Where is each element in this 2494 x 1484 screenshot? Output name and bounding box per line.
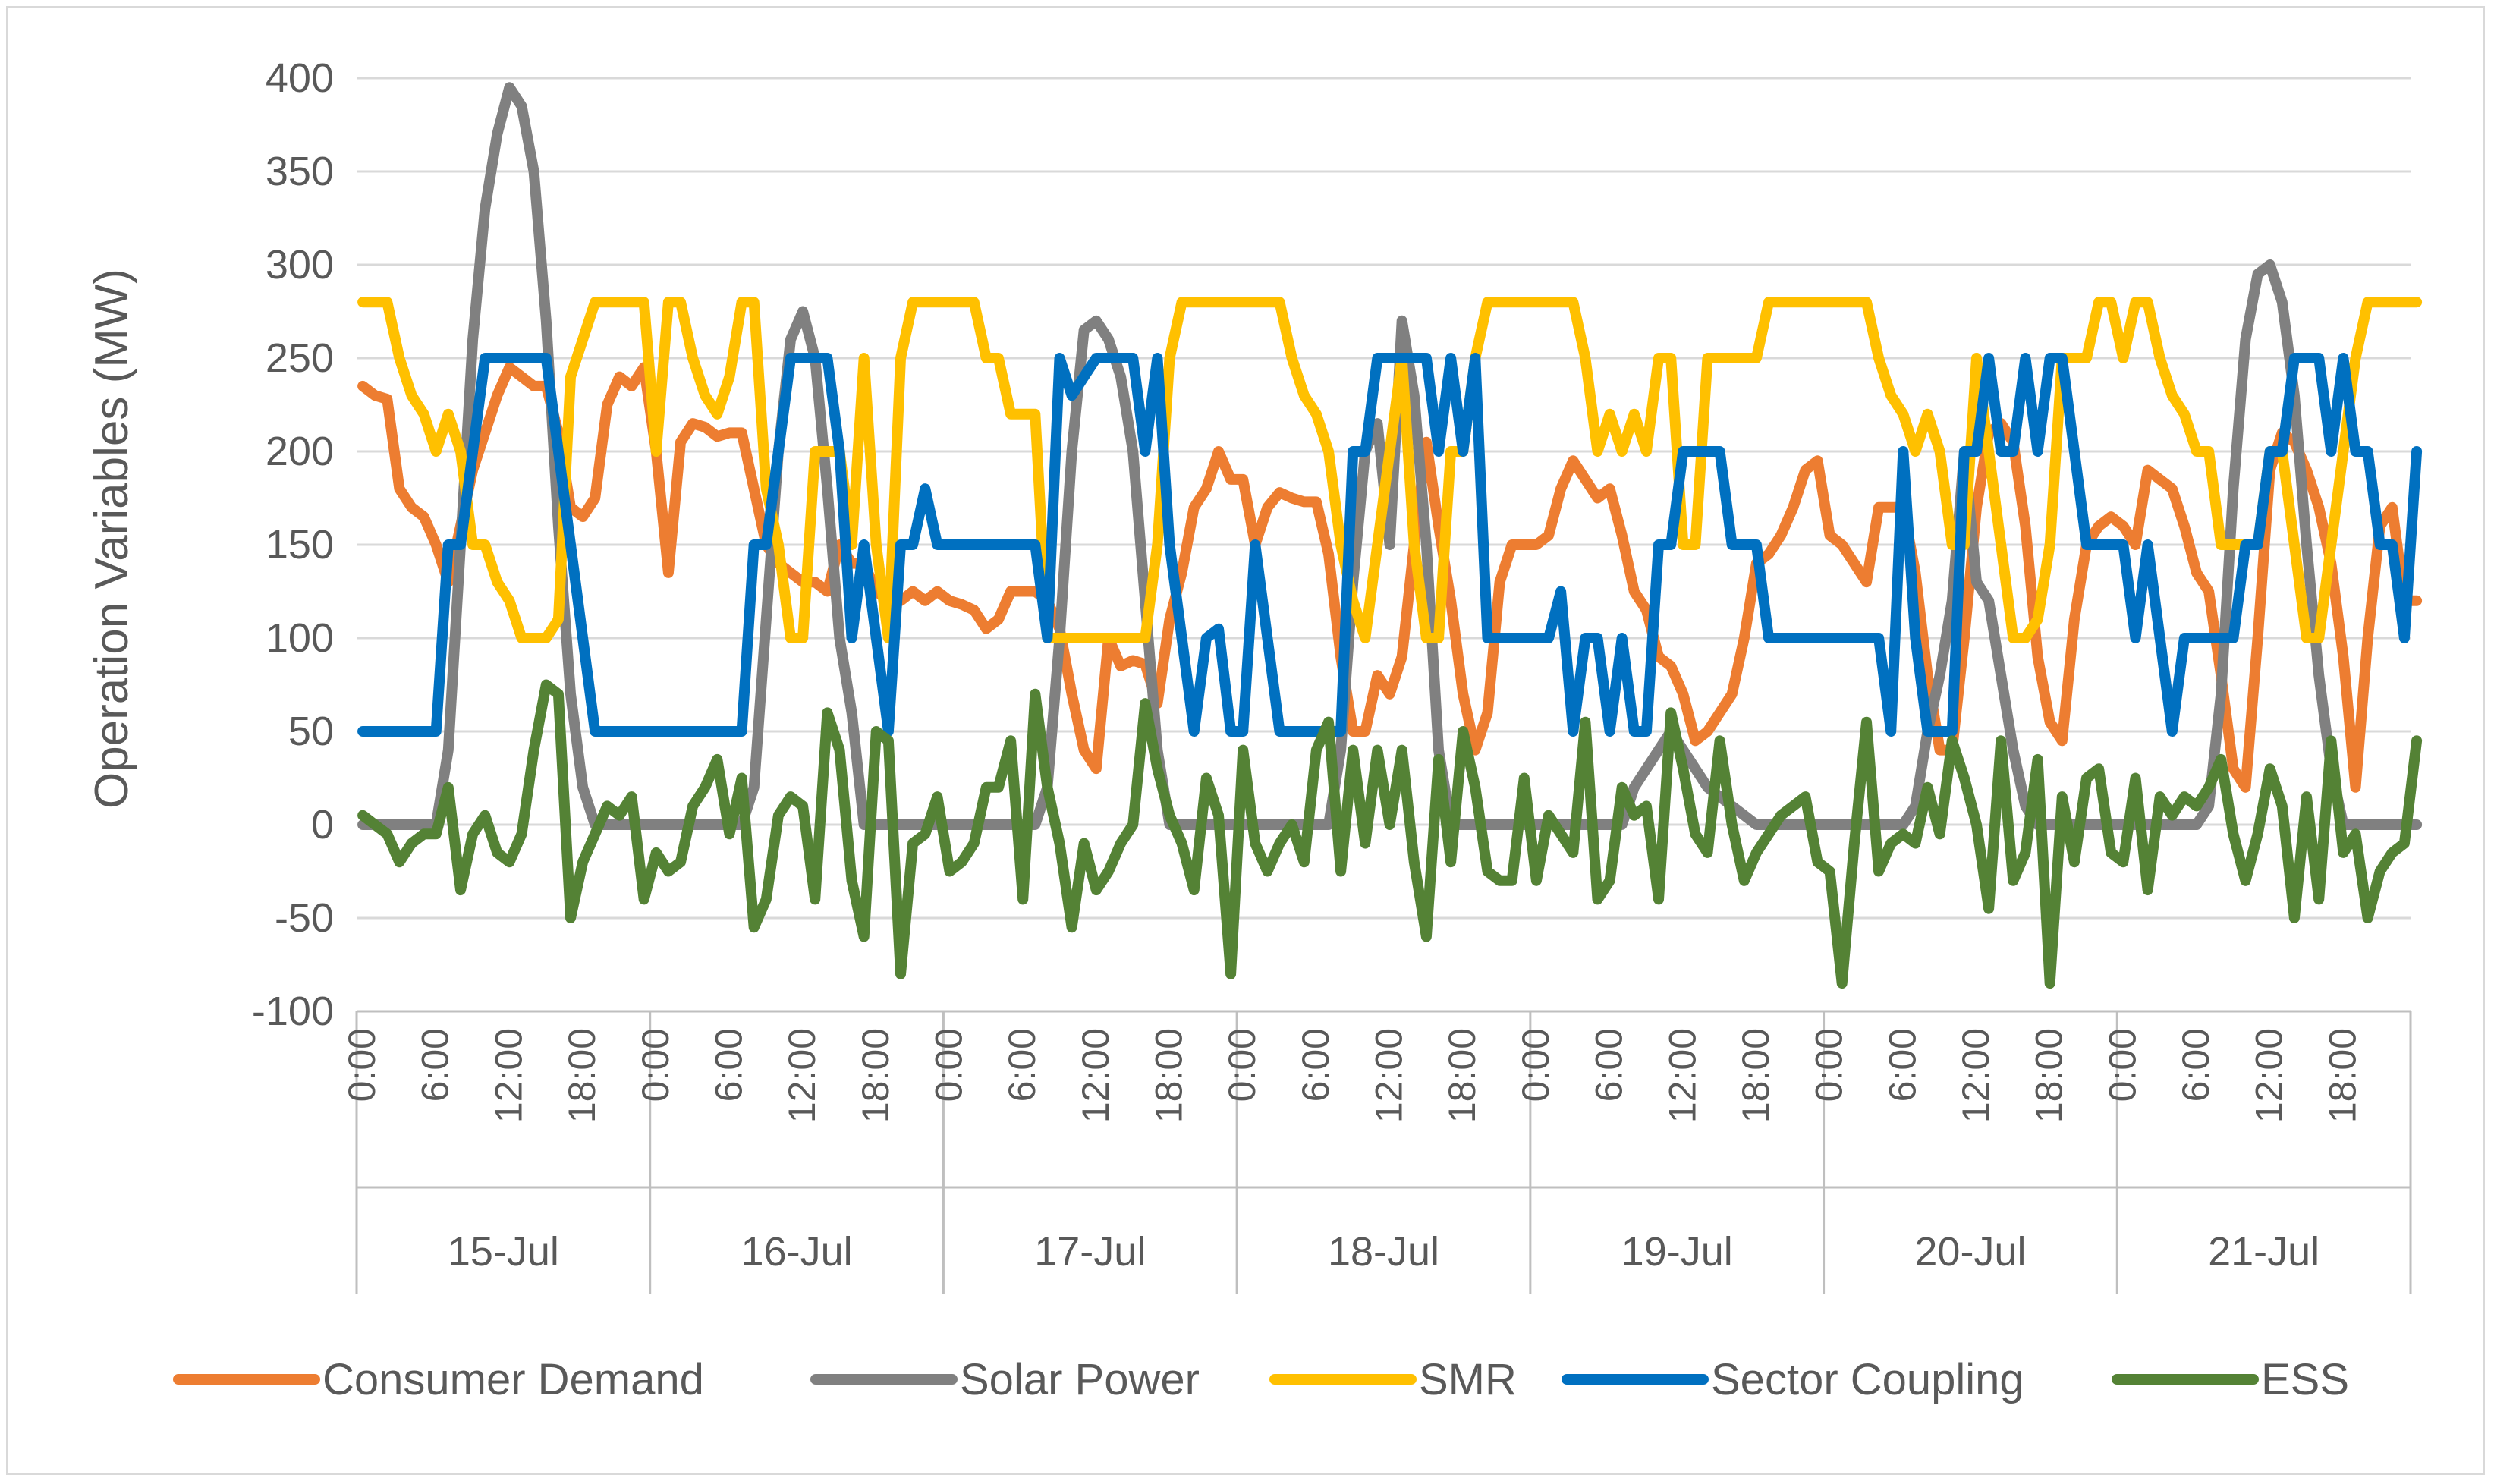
y-tick-label: 400 <box>266 55 334 101</box>
x-tick-label: 0:00 <box>1808 1028 1851 1102</box>
x-tick-label: 6:00 <box>1294 1028 1337 1102</box>
x-tick-label: 6:00 <box>1001 1028 1043 1102</box>
y-tick-label: 350 <box>266 149 334 194</box>
legend-label: Consumer Demand <box>322 1355 704 1404</box>
x-tick-label: 0:00 <box>341 1028 383 1102</box>
y-tick-label: 250 <box>266 335 334 381</box>
series-line-smr <box>357 297 2423 643</box>
x-tick-label: 6:00 <box>2175 1028 2217 1102</box>
x-tick-label: 0:00 <box>1221 1028 1263 1102</box>
x-tick-label: 12:00 <box>1955 1028 1997 1123</box>
x-tick-label: 6:00 <box>1588 1028 1631 1102</box>
series-line-ess <box>357 679 2423 989</box>
x-tick-label: 18:00 <box>561 1028 603 1123</box>
day-label: 17-Jul <box>1034 1229 1146 1275</box>
y-tick-label: 150 <box>266 522 334 568</box>
x-tick-label: 18:00 <box>2321 1028 2363 1123</box>
x-tick-label: 12:00 <box>781 1028 823 1123</box>
x-tick-label: 18:00 <box>2028 1028 2071 1123</box>
x-tick-label: 12:00 <box>1661 1028 1703 1123</box>
day-label: 15-Jul <box>448 1229 559 1275</box>
x-tick-label: 12:00 <box>1074 1028 1117 1123</box>
series-line-sector-coupling <box>357 353 2423 737</box>
x-tick-label: 0:00 <box>1514 1028 1557 1102</box>
day-label: 19-Jul <box>1621 1229 1733 1275</box>
x-tick-label: 6:00 <box>414 1028 457 1102</box>
x-tick-label: 18:00 <box>1148 1028 1190 1123</box>
day-label: 18-Jul <box>1328 1229 1439 1275</box>
series-line-solar-power <box>357 82 2423 830</box>
x-tick-label: 12:00 <box>487 1028 530 1123</box>
legend-label: ESS <box>2261 1355 2349 1404</box>
x-tick-label: 18:00 <box>1441 1028 1483 1123</box>
day-label: 20-Jul <box>1914 1229 2026 1275</box>
chart-frame <box>6 6 2485 1475</box>
y-tick-label: 100 <box>266 615 334 661</box>
legend-label: Sector Coupling <box>1711 1355 2024 1404</box>
series-line-consumer-demand <box>357 362 2423 793</box>
x-tick-label: 12:00 <box>2248 1028 2291 1123</box>
x-tick-label: 18:00 <box>1734 1028 1777 1123</box>
y-tick-label: 0 <box>311 802 334 847</box>
x-tick-label: 0:00 <box>634 1028 677 1102</box>
x-tick-label: 18:00 <box>854 1028 897 1123</box>
legend-label: Solar Power <box>960 1355 1200 1404</box>
y-tick-label: -100 <box>252 989 334 1034</box>
x-tick-label: 12:00 <box>1368 1028 1411 1123</box>
day-label: 21-Jul <box>2208 1229 2319 1275</box>
x-tick-label: 0:00 <box>2101 1028 2143 1102</box>
y-axis-title: Operation Variables (MW) <box>86 269 138 809</box>
y-tick-label: -50 <box>275 895 334 941</box>
y-tick-label: 200 <box>266 429 334 474</box>
y-tick-label: 300 <box>266 242 334 288</box>
x-tick-label: 0:00 <box>927 1028 970 1102</box>
day-label: 16-Jul <box>741 1229 853 1275</box>
x-tick-label: 6:00 <box>1881 1028 1923 1102</box>
x-tick-label: 6:00 <box>707 1028 750 1102</box>
legend-label: SMR <box>1419 1355 1517 1404</box>
y-tick-label: 50 <box>288 709 334 754</box>
